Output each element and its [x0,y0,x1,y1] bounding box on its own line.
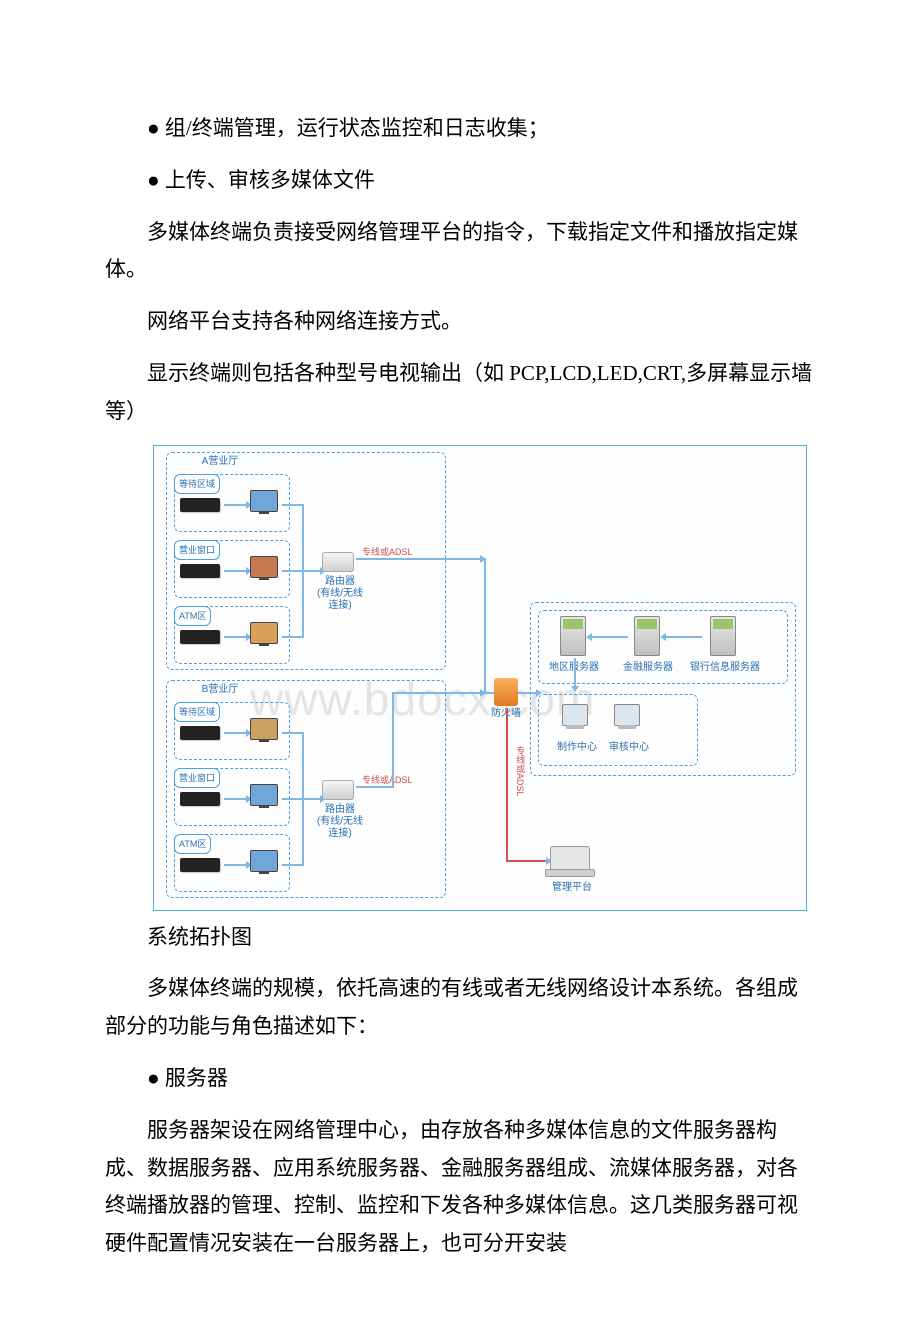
bullet-server: ● 服务器 [105,1060,815,1098]
topology-diagram-container: www.bdocx.com A营业厅 等待区域 营业窗口 ATM区 路由器 (有… [153,445,815,911]
router-b [322,780,354,800]
tag-a-wait: 等待区域 [174,474,220,494]
line-b-h2 [282,798,304,800]
line-red-to-platform [506,860,546,862]
para-server-desc: 服务器架设在网络管理中心，由存放各种多媒体信息的文件服务器构成、数据服务器、应用… [105,1112,815,1263]
line-sv-1 [592,636,628,638]
bullet-group-mgmt: ● 组/终端管理，运行状态监控和日志收集； [105,110,815,148]
tag-a-atm: ATM区 [174,606,211,626]
tag-b-wait: 等待区域 [174,702,220,722]
line-fw-to-dc [518,692,536,694]
arrow-a-biz [224,570,246,572]
router-a [322,552,354,572]
line-b-h1 [282,732,304,734]
pc-audit [614,704,640,726]
line-merge-v [484,558,486,694]
line-to-fw [484,692,494,694]
para-terminal-duty: 多媒体终端负责接受网络管理平台的指令，下载指定文件和播放指定媒体。 [105,214,815,290]
label-platform: 管理平台 [544,882,600,894]
line-sv-2 [666,636,702,638]
server-region [560,616,586,656]
line-b-out-v [392,692,394,788]
label-link-a: 专线或ADSL [362,544,413,560]
line-a-h1 [282,504,304,506]
label-center-audit: 审核中心 [604,742,654,754]
device-a-wait [180,498,220,512]
para-scale: 多媒体终端的规模，依托高速的有线或者无线网络设计本系统。各组成部分的功能与角色描… [105,970,815,1046]
label-server-bankinfo: 银行信息服务器 [690,662,760,674]
screen-b-wait [250,718,278,740]
tag-a-biz: 营业窗口 [174,540,220,560]
label-router-b: 路由器 (有线/无线 连接) [312,804,368,840]
line-a-h2 [282,570,304,572]
line-a-h3 [282,636,304,638]
device-a-biz [180,564,220,578]
arrow-a-wait [224,504,246,506]
line-red-vertical [506,708,508,860]
server-bankinfo [710,616,736,656]
screen-b-atm [250,850,278,872]
label-hall-a-title: A营业厅 [190,456,250,468]
line-b-to-router [302,798,320,800]
device-b-wait [180,726,220,740]
label-link-b: 专线或ADSL [362,772,413,788]
line-b-h3 [282,864,304,866]
arrow-b-biz [224,798,246,800]
screen-a-biz [250,556,278,578]
screen-b-biz [250,784,278,806]
tag-b-atm: ATM区 [174,834,211,854]
screen-a-wait [250,490,278,512]
label-center-make: 制作中心 [552,742,602,754]
firewall-icon [494,678,518,706]
arrow-b-wait [224,732,246,734]
laptop-platform [550,846,590,872]
topology-diagram: www.bdocx.com A营业厅 等待区域 营业窗口 ATM区 路由器 (有… [153,445,807,911]
line-a-to-router [302,570,320,572]
screen-a-atm [250,622,278,644]
para-display-types: 显示终端则包括各种型号电视输出（如 PCP,LCD,LED,CRT,多屏幕显示墙… [105,355,815,431]
para-network-support: 网络平台支持各种网络连接方式。 [105,303,815,341]
device-b-atm [180,858,220,872]
diagram-caption: 系统拓扑图 [105,919,815,957]
line-server-down [574,658,576,686]
pc-make [562,704,588,726]
label-router-a: 路由器 (有线/无线 连接) [312,576,368,612]
arrow-b-atm [224,864,246,866]
device-b-biz [180,792,220,806]
device-a-atm [180,630,220,644]
label-red-link: 专线或ADSL [512,746,528,797]
line-b-join [392,692,480,694]
tag-b-biz: 营业窗口 [174,768,220,788]
label-hall-b-title: B营业厅 [190,684,250,696]
arrow-a-atm [224,636,246,638]
label-server-finance: 金融服务器 [618,662,678,674]
bullet-upload-audit: ● 上传、审核多媒体文件 [105,162,815,200]
server-finance [634,616,660,656]
